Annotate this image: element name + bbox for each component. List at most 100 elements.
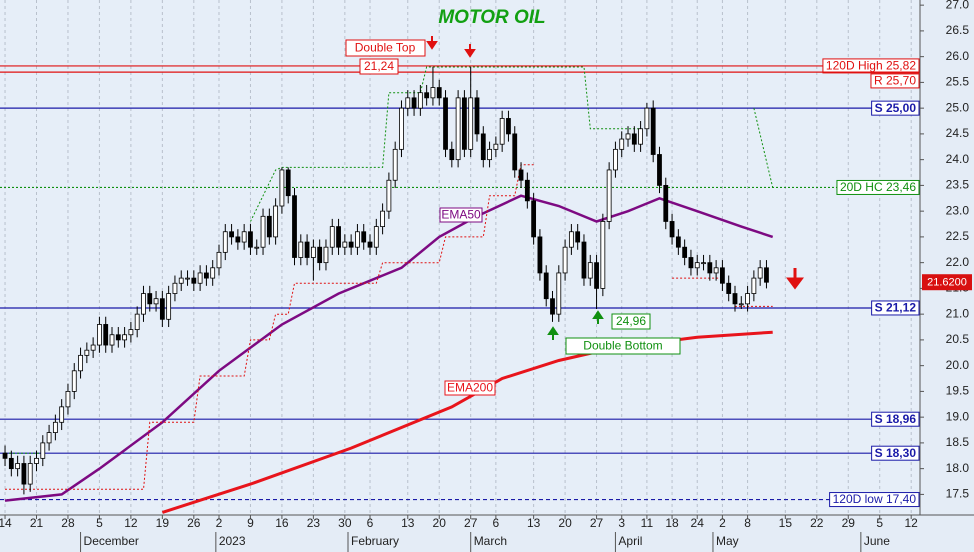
x-tick-label: 24: [691, 516, 705, 530]
chart-title: MOTOR OIL: [438, 7, 545, 28]
candle-body: [638, 128, 644, 145]
candle-body: [229, 231, 234, 238]
candle-body: [581, 241, 587, 279]
candle-body: [386, 179, 392, 212]
x-tick-label: 5: [876, 516, 883, 530]
candle-body: [260, 215, 266, 248]
candle-body: [694, 262, 700, 269]
month-label: May: [716, 534, 739, 548]
x-tick-label: 14: [0, 516, 12, 530]
x-tick-label: 21: [30, 516, 44, 530]
x-tick-label: 12: [905, 516, 919, 530]
candle-body: [556, 272, 562, 315]
candle-body: [8, 457, 14, 470]
level-label: S 25,00: [875, 101, 917, 115]
candle-body: [594, 262, 599, 289]
candle-body: [273, 205, 279, 238]
candle-body: [373, 226, 379, 248]
candle-body: [613, 148, 618, 171]
candle-body: [657, 154, 662, 186]
candle-body: [625, 133, 631, 140]
candle-body: [732, 293, 738, 305]
y-tick-label: 20.5: [946, 332, 970, 346]
candle-body: [115, 334, 121, 341]
candle-body: [355, 231, 360, 248]
candle-body: [399, 107, 404, 150]
candle-body: [178, 277, 184, 284]
candle-body: [462, 97, 467, 150]
month-label: 2023: [219, 534, 246, 548]
candle-body: [449, 148, 455, 161]
candle-body: [443, 97, 448, 150]
candle-body: [720, 267, 725, 284]
candle-body: [279, 169, 285, 207]
candle-body: [40, 442, 46, 459]
x-tick-label: 20: [558, 516, 572, 530]
candle-body: [682, 246, 688, 258]
candle-body: [499, 118, 505, 145]
candle-body: [254, 246, 260, 249]
candle-body: [688, 257, 694, 269]
candle-body: [122, 334, 127, 341]
x-tick-label: 8: [744, 516, 751, 530]
candle-body: [568, 231, 574, 248]
candle-body: [455, 97, 461, 161]
candle-body: [216, 251, 222, 269]
candle-body: [90, 344, 96, 351]
x-tick-label: 20: [433, 516, 447, 530]
candle-body: [336, 226, 341, 248]
candle-body: [304, 241, 310, 258]
candle-body: [159, 298, 165, 320]
last-price-box: [922, 274, 972, 291]
candle-body: [97, 324, 102, 346]
x-tick-label: 26: [187, 516, 201, 530]
x-tick-label: 3: [618, 516, 625, 530]
candle-body: [84, 349, 90, 356]
y-tick-label: 19.0: [946, 409, 970, 423]
x-axis-area: [0, 515, 920, 552]
level-label-box: [871, 300, 920, 316]
candle-body: [241, 231, 247, 243]
x-tick-label: 30: [338, 516, 352, 530]
last-price-label: 21.6200: [927, 277, 967, 289]
candle-body: [650, 107, 656, 155]
x-tick-label: 2: [719, 516, 726, 530]
candle-body: [298, 241, 304, 258]
candle-body: [392, 148, 398, 181]
annotation-box: [345, 39, 426, 57]
annotation-box: [359, 58, 399, 75]
x-tick-label: 6: [367, 516, 374, 530]
line-label-box: [444, 380, 496, 396]
candle-body: [361, 231, 367, 243]
y-tick-label: 25.5: [946, 75, 970, 89]
month-label: June: [864, 534, 890, 548]
x-tick-label: 11: [641, 516, 654, 530]
candle-body: [342, 241, 348, 248]
candle-body: [480, 133, 486, 161]
y-tick-label: 17.5: [946, 487, 970, 501]
y-tick-label: 23.5: [946, 178, 970, 192]
candle-body: [537, 236, 543, 274]
candle-body: [59, 406, 65, 423]
candle-body: [745, 293, 750, 305]
annotation: 24,96: [616, 314, 646, 328]
candle-body: [531, 200, 537, 238]
candle-body: [166, 293, 172, 320]
candle-body: [757, 267, 763, 279]
y-tick-label: 19.5: [946, 384, 970, 398]
level-label: 20D HC 23,46: [840, 180, 916, 194]
level-label-box: [871, 411, 920, 427]
candle-body: [134, 313, 140, 330]
month-label: February: [351, 534, 399, 548]
candle-body: [575, 231, 581, 243]
candle-body: [21, 463, 27, 485]
candle-body: [411, 97, 417, 109]
candle-body: [65, 390, 71, 408]
level-label: S 18,96: [875, 412, 917, 426]
candle-body: [348, 241, 354, 248]
x-tick-label: 18: [665, 516, 679, 530]
candle-body: [285, 169, 291, 197]
x-tick-label: 13: [527, 516, 541, 530]
x-tick-label: 6: [493, 516, 500, 530]
candle-body: [310, 246, 316, 258]
